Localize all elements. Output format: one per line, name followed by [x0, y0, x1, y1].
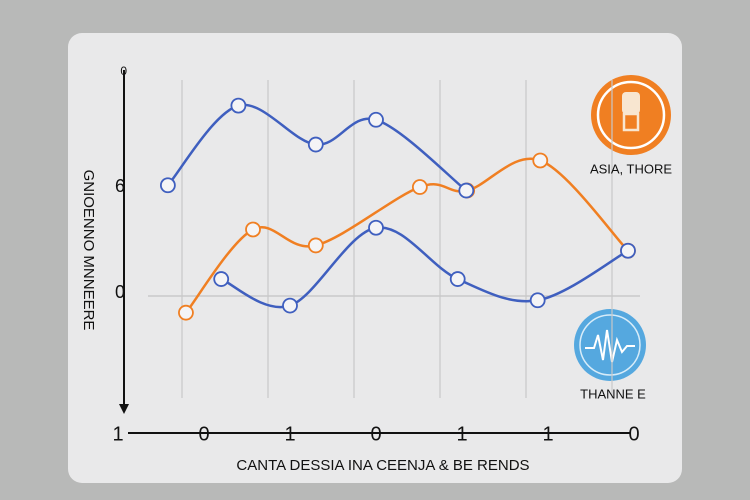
point — [449, 271, 466, 287]
x-tick-label: 1 — [112, 423, 123, 445]
point — [411, 179, 428, 195]
point — [368, 219, 384, 236]
point — [213, 271, 230, 287]
y-tick-label: 6 — [115, 176, 125, 196]
legend-label: ASIA, THORE — [590, 161, 672, 176]
point — [620, 242, 636, 259]
x-tick-label: 0 — [198, 423, 209, 445]
y-tick-label: 0 — [115, 282, 125, 302]
chart-title: CANTA DESSIA INA CEENJA & BE RENDS — [236, 457, 529, 474]
legend-icon — [574, 75, 671, 381]
point — [282, 297, 298, 314]
card — [68, 33, 682, 483]
x-tick-label: 0 — [628, 423, 639, 445]
point — [178, 304, 194, 321]
point — [458, 182, 475, 199]
y-axis-arrow — [119, 404, 129, 414]
y-axis-label: GNIOENNO MNNEERE — [80, 170, 97, 331]
x-tick-label: 0 — [370, 423, 381, 445]
point — [159, 177, 176, 194]
point — [307, 136, 324, 153]
x-tick-label: 1 — [542, 423, 553, 445]
point — [245, 221, 261, 238]
point — [368, 111, 384, 128]
point — [532, 152, 549, 169]
point — [230, 97, 247, 114]
point — [307, 237, 324, 254]
legend-label: THANNE E — [580, 386, 646, 401]
point — [529, 292, 546, 309]
y-tick-label: 0 — [120, 64, 127, 78]
x-tick-label: 1 — [456, 423, 467, 445]
x-tick-label: 1 — [284, 423, 295, 445]
